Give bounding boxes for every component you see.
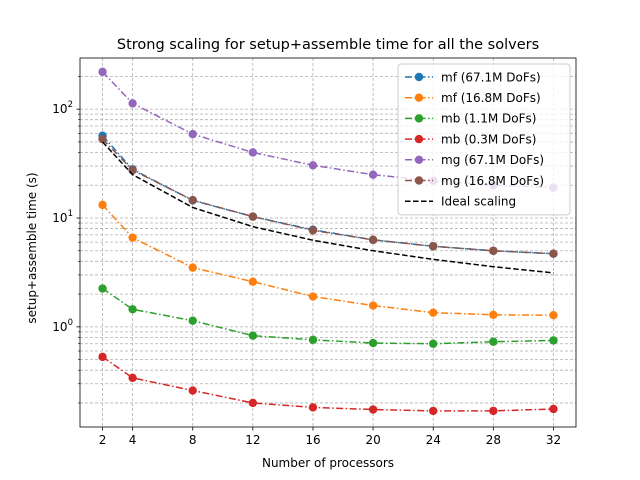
data-point: [248, 212, 258, 221]
data-point: [248, 277, 258, 286]
data-point: [489, 310, 498, 320]
x-tick-label: 16: [305, 433, 320, 447]
data-point: [98, 134, 107, 144]
x-tick-label: 20: [365, 433, 380, 447]
legend-label: mg (67.1M DoFs): [441, 153, 544, 167]
data-point: [308, 403, 318, 412]
legend-marker: [414, 134, 424, 144]
data-point: [549, 336, 558, 345]
data-point: [98, 352, 107, 362]
data-point: [248, 331, 258, 340]
data-point: [248, 398, 258, 408]
data-point: [98, 284, 107, 293]
data-point: [98, 200, 107, 210]
data-point: [188, 386, 197, 395]
x-tick-label: 4: [129, 433, 137, 447]
data-point: [188, 263, 197, 272]
x-tick-label: 24: [426, 433, 441, 447]
x-tick-label: 2: [99, 433, 107, 447]
legend-box: [397, 63, 571, 216]
data-point: [489, 406, 498, 416]
legend-marker: [414, 93, 424, 102]
data-point: [429, 242, 438, 251]
legend-label: mb (1.1M DoFs): [441, 112, 536, 126]
legend-label: mg (16.8M DoFs): [441, 174, 544, 188]
data-point: [308, 292, 318, 301]
y-tick-label: 101: [52, 209, 73, 225]
legend-item: mb (1.1M DoFs): [405, 112, 536, 126]
data-point: [128, 233, 137, 242]
data-point: [308, 226, 318, 235]
data-point: [429, 406, 438, 416]
data-point: [368, 405, 378, 414]
data-point: [188, 316, 197, 325]
data-point: [368, 235, 378, 245]
data-point: [308, 161, 318, 170]
data-point: [128, 305, 137, 314]
data-point: [188, 195, 197, 205]
legend-marker: [414, 155, 424, 164]
data-point: [98, 67, 107, 77]
data-point: [128, 165, 137, 175]
series-2: [98, 284, 558, 348]
y-tick-label: 100: [52, 318, 73, 334]
y-tick-label: 102: [52, 100, 73, 116]
legend-item: mg (16.8M DoFs): [405, 174, 544, 188]
data-point: [549, 404, 558, 414]
legend-item: mf (16.8M DoFs): [405, 91, 541, 105]
grid-layer: [80, 58, 576, 427]
data-point: [429, 308, 438, 317]
data-point: [128, 99, 137, 108]
plot-frame: [79, 57, 577, 428]
x-tick-label: 8: [189, 433, 197, 447]
data-point: [549, 249, 558, 258]
x-tick-label: 12: [245, 433, 260, 447]
series-6: [101, 141, 554, 274]
legend-marker: [414, 72, 424, 82]
data-point: [248, 148, 258, 157]
legend-label: mb (0.3M DoFs): [441, 132, 536, 146]
data-point: [368, 338, 378, 348]
data-point: [429, 339, 438, 348]
legend-item: Ideal scaling: [405, 195, 516, 209]
legend-item: mg (67.1M DoFs): [405, 153, 544, 167]
data-point: [489, 337, 498, 346]
chart-title: Strong scaling for setup+assemble time f…: [117, 37, 539, 53]
y-axis-label: setup+assemble time (s): [25, 172, 39, 323]
legend-marker: [414, 114, 424, 123]
data-point: [308, 335, 318, 345]
series-5: [98, 134, 558, 258]
x-tick-label: 32: [546, 433, 561, 447]
series-line: [101, 141, 554, 274]
data-point: [128, 373, 137, 383]
data-point: [188, 129, 197, 139]
data-point: [549, 310, 558, 320]
x-axis-label: Number of processors: [262, 456, 394, 470]
legend-item: mb (0.3M DoFs): [405, 132, 536, 146]
data-point: [368, 170, 378, 179]
data-point: [368, 301, 378, 310]
series-1: [98, 200, 558, 320]
legend-label: mf (67.1M DoFs): [441, 70, 541, 84]
data-point: [489, 246, 498, 255]
x-tick-label: 28: [486, 433, 501, 447]
legend-label: Ideal scaling: [441, 195, 516, 209]
legend-item: mf (67.1M DoFs): [405, 70, 541, 84]
legend-marker: [414, 176, 424, 185]
legend: mf (67.1M DoFs) mf (16.8M DoFs) mb (1.1M D…: [397, 63, 571, 216]
legend-label: mf (16.8M DoFs): [441, 91, 541, 105]
series-3: [98, 352, 558, 416]
